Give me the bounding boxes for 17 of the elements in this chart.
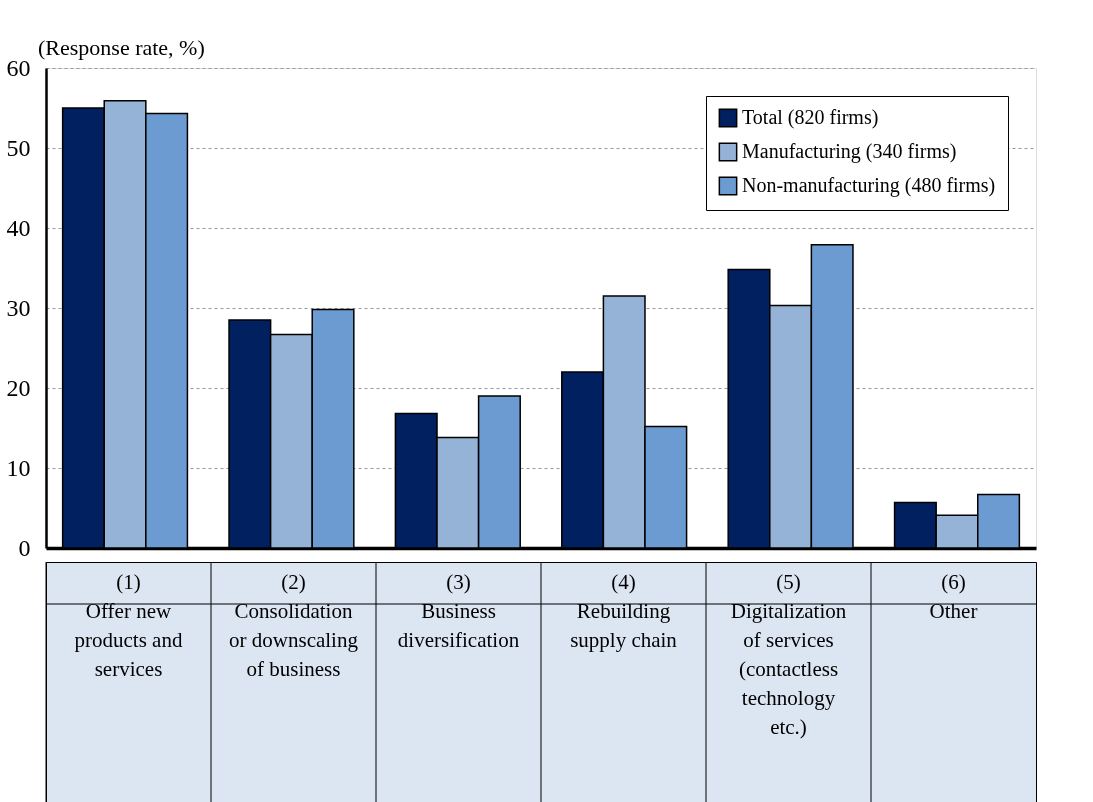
y-tick-label: 0 <box>18 534 31 561</box>
legend-label: Total (820 firms) <box>742 106 879 129</box>
legend-label: Non-manufacturing (480 firms) <box>742 174 996 197</box>
y-tick-label: 60 <box>6 54 31 81</box>
x-tick-label: (5) Digitalization of services (contactless technology etc.) <box>730 570 847 739</box>
x-tick-label: (3) Business diversification <box>397 570 520 652</box>
x-tick-label: (4) Rebuilding supply chain <box>570 570 678 652</box>
x-tick-label: (2) Consolidation or downscaling of business <box>229 570 359 681</box>
legend-label: Manufacturing (340 firms) <box>742 140 957 163</box>
y-tick-label: 10 <box>6 454 31 481</box>
x-tick-label: (6) Other <box>929 570 978 623</box>
y-tick-label: 20 <box>6 374 31 401</box>
x-tick-label: (1) Offer new products and services <box>74 570 183 681</box>
y-tick-label: 30 <box>6 294 31 321</box>
y-tick-label: 50 <box>6 134 31 161</box>
y-axis-title: (Response rate, %) <box>38 35 205 60</box>
y-tick-label: 40 <box>6 214 31 241</box>
